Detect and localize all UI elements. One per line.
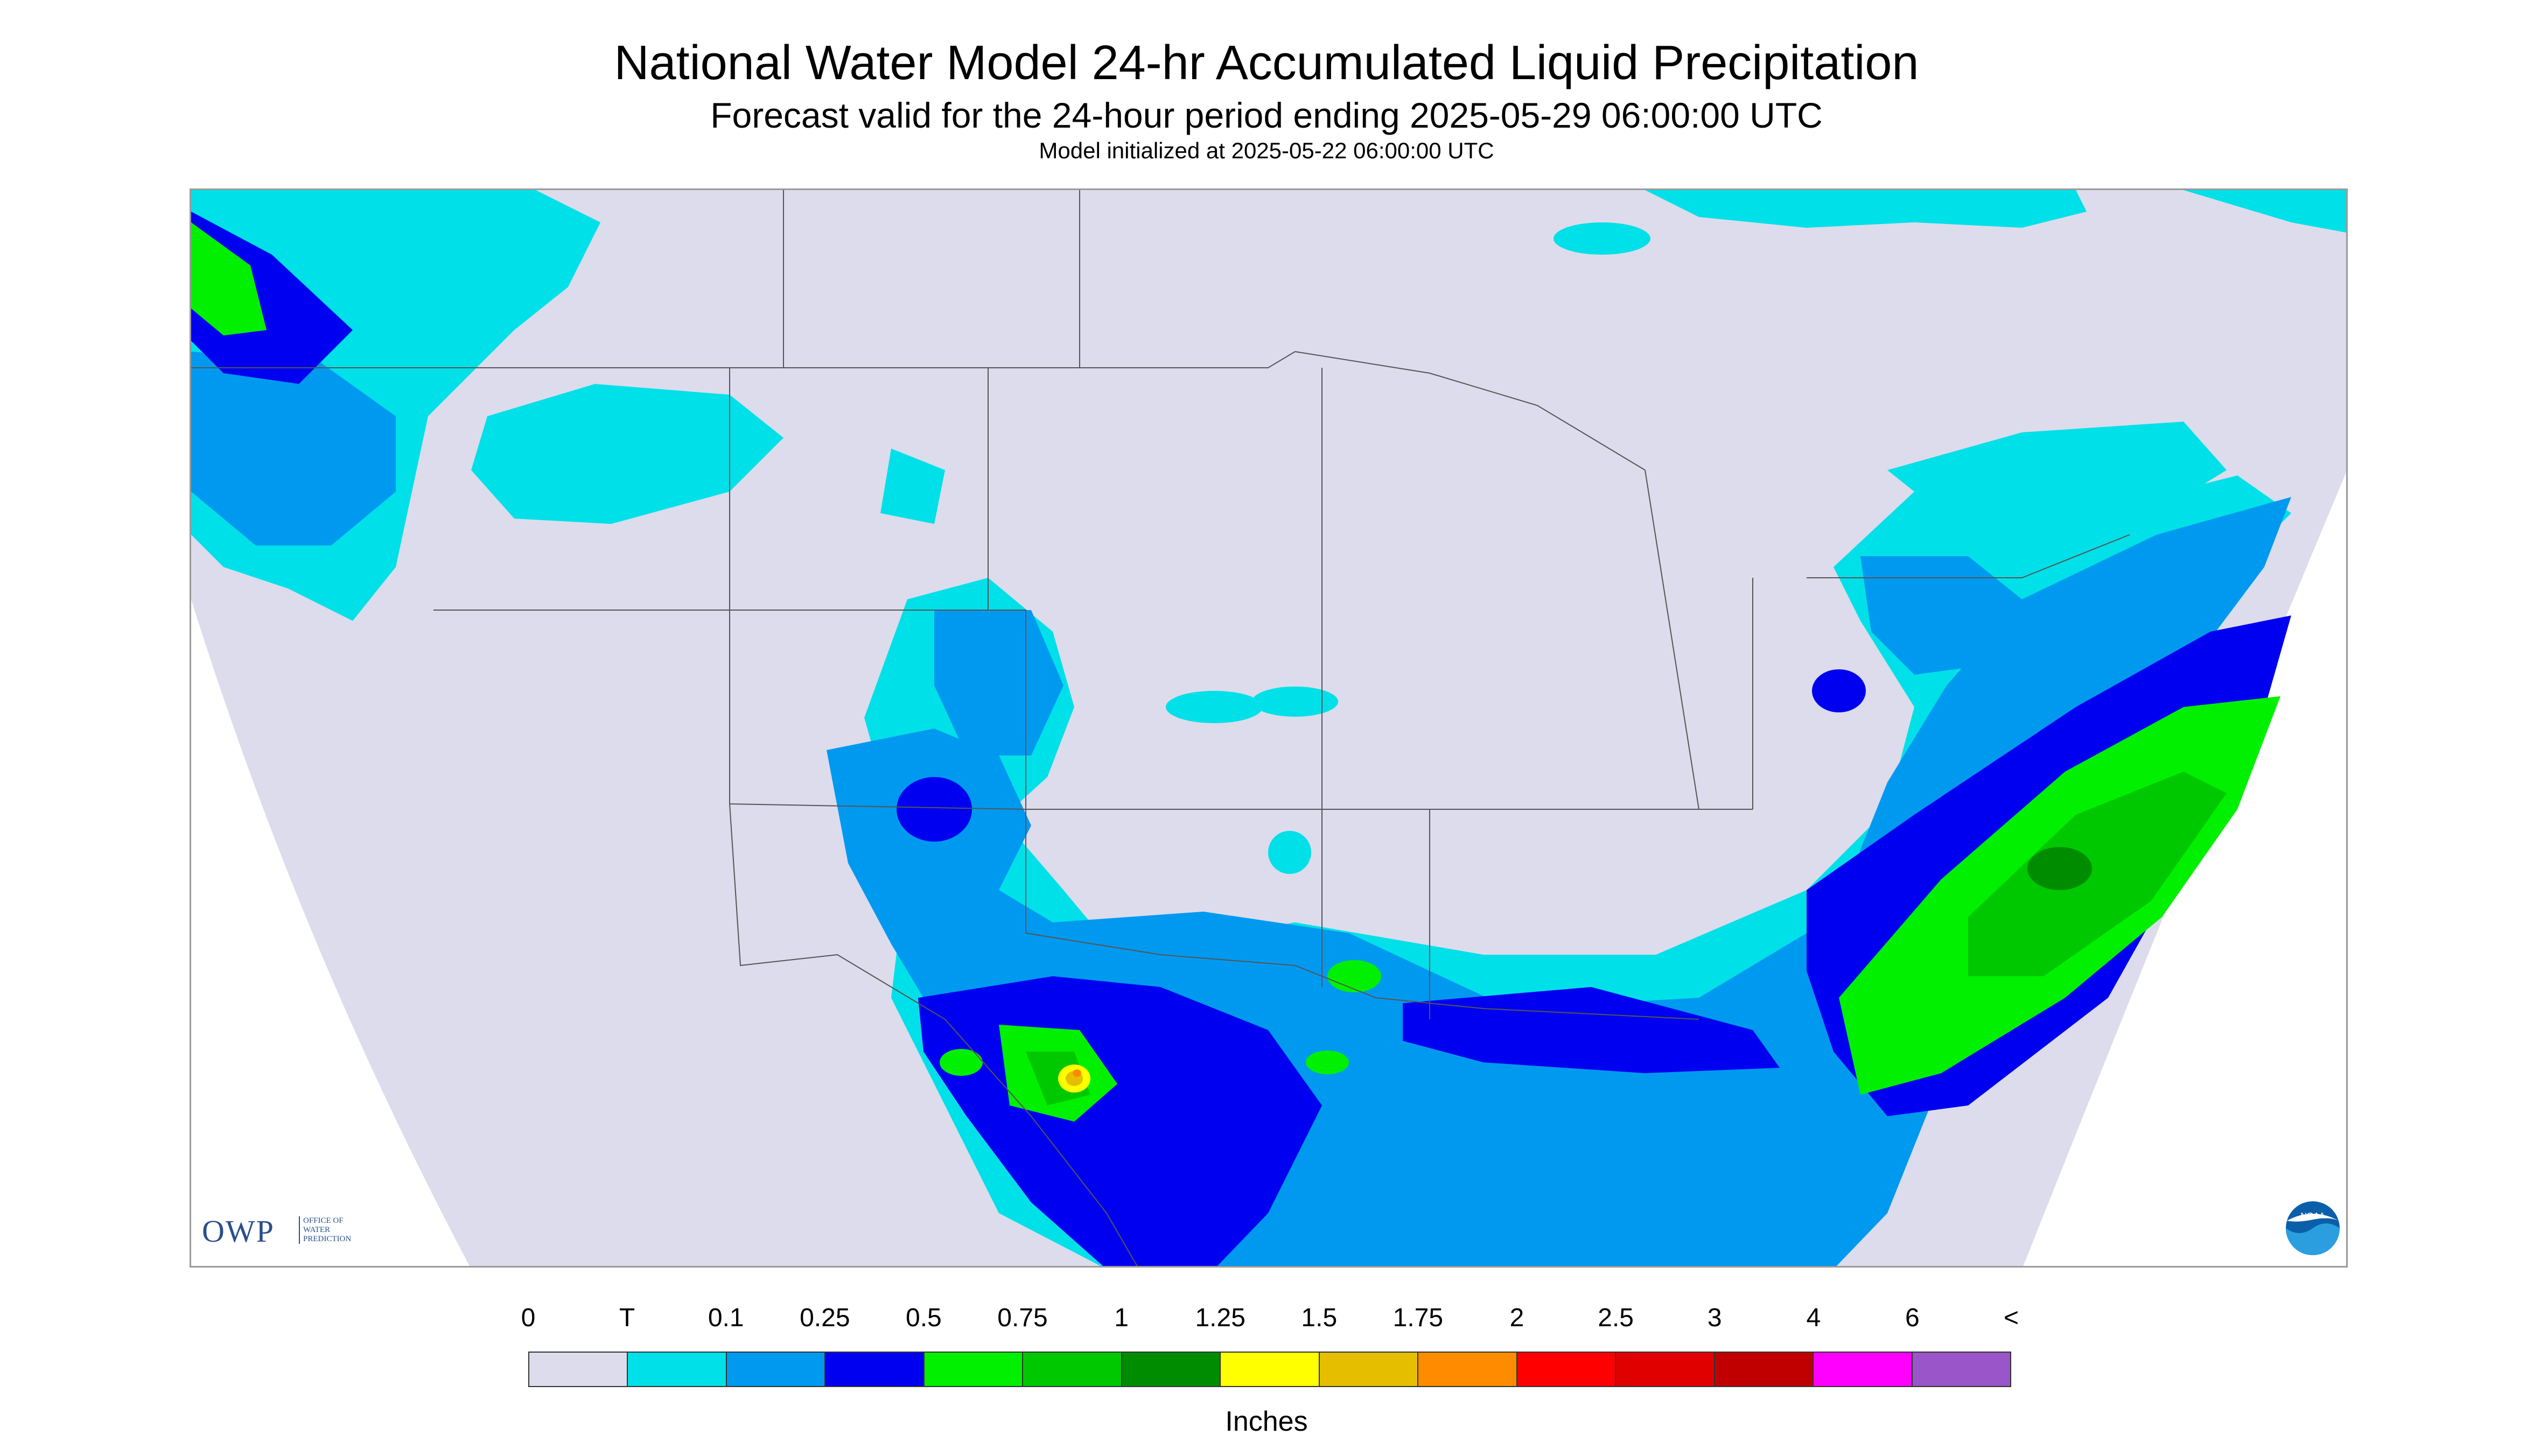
owp-logo: OWP OFFICE OF WATER PREDICTION — [202, 1214, 352, 1249]
owp-logo-letters: OWP — [202, 1214, 275, 1249]
heavy-precip-core — [1058, 1065, 1090, 1093]
legend-swatch — [1615, 1352, 1715, 1387]
color-legend — [528, 1352, 2012, 1387]
legend-tick-label: < — [2003, 1304, 2019, 1332]
legend-tick-label: 1.5 — [1301, 1304, 1338, 1332]
legend-tick-label: 1 — [1114, 1304, 1129, 1332]
legend-tick-label: 0.1 — [708, 1304, 744, 1332]
legend-tick-label: 6 — [1905, 1304, 1920, 1332]
legend-swatch — [824, 1352, 925, 1387]
legend-tick-label: 3 — [1707, 1304, 1722, 1332]
legend-swatch — [1318, 1352, 1419, 1387]
legend-swatch — [627, 1352, 727, 1387]
legend-tick-label: T — [619, 1304, 635, 1332]
legend-units: Inches — [1225, 1406, 1308, 1437]
legend-tick-label: 0.5 — [906, 1304, 942, 1332]
svg-text:NOAA: NOAA — [2300, 1212, 2325, 1221]
map-title: National Water Model 24-hr Accumulated L… — [614, 36, 1919, 90]
legend-swatch — [1417, 1352, 1517, 1387]
legend-swatch — [1121, 1352, 1221, 1387]
legend-tick-label: 1.75 — [1393, 1304, 1444, 1332]
noaa-logo-icon: NOAA — [2286, 1201, 2340, 1255]
legend-swatch — [528, 1352, 628, 1387]
legend-tick-label: 0 — [521, 1304, 536, 1332]
legend-tick-label: 0.75 — [997, 1304, 1048, 1332]
legend-swatch — [1022, 1352, 1122, 1387]
legend-swatch — [1516, 1352, 1617, 1387]
map-canvas: OWP OFFICE OF WATER PREDICTION NOAA — [191, 190, 2346, 1266]
owp-logo-line-3: PREDICTION — [303, 1235, 352, 1243]
legend-swatch — [1220, 1352, 1320, 1387]
legend-swatch — [725, 1352, 826, 1387]
legend-swatch — [1813, 1352, 1913, 1387]
model-init-time: Model initialized at 2025-05-22 06:00:00… — [1039, 138, 1494, 163]
legend-tick-label: 2.5 — [1598, 1304, 1634, 1332]
boundary-lines — [191, 190, 2130, 1266]
legend-tick-label: 4 — [1806, 1304, 1821, 1332]
one-inch-areas — [2027, 847, 2092, 890]
owp-logo-line-1: OFFICE OF — [303, 1216, 344, 1225]
legend-tick-label: 1.25 — [1195, 1304, 1245, 1332]
legend-tick-label: 2 — [1509, 1304, 1524, 1332]
legend-swatch — [923, 1352, 1024, 1387]
legend-tick-label: 0.25 — [800, 1304, 850, 1332]
precipitation-map: OWP OFFICE OF WATER PREDICTION NOAA — [190, 188, 2348, 1268]
map-subtitle: Forecast valid for the 24-hour period en… — [710, 95, 1823, 135]
legend-swatch — [1713, 1352, 1814, 1387]
owp-logo-line-2: WATER — [303, 1226, 330, 1234]
legend-swatch — [1911, 1352, 2012, 1387]
